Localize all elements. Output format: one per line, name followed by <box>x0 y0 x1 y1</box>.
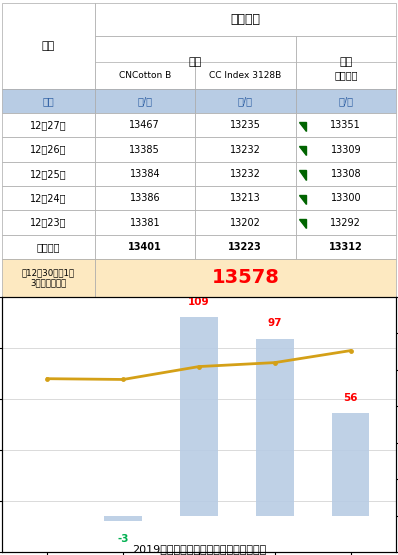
Text: CNCotton B: CNCotton B <box>119 71 171 80</box>
Bar <box>95 210 195 235</box>
Text: 13309: 13309 <box>330 144 361 154</box>
Bar <box>332 413 369 516</box>
Text: 12月27日: 12月27日 <box>30 120 66 130</box>
Bar <box>195 89 296 113</box>
Text: 13467: 13467 <box>129 120 160 130</box>
Bar <box>195 235 296 259</box>
Bar <box>95 62 195 89</box>
Polygon shape <box>298 219 306 228</box>
Bar <box>296 162 396 186</box>
Text: 13401: 13401 <box>128 242 162 252</box>
Bar <box>296 36 396 89</box>
Polygon shape <box>298 122 306 131</box>
Bar <box>296 235 396 259</box>
Bar <box>2 259 95 297</box>
Bar <box>95 259 396 297</box>
Bar <box>195 162 296 186</box>
Bar <box>296 113 396 138</box>
Text: 13381: 13381 <box>129 218 160 228</box>
Bar <box>256 339 294 516</box>
Text: CC Index 3128B: CC Index 3128B <box>209 71 281 80</box>
Bar <box>2 3 95 89</box>
Bar <box>95 113 195 138</box>
Text: 均价: 均价 <box>339 57 352 67</box>
Bar <box>296 186 396 210</box>
Bar <box>2 162 95 186</box>
Text: 12月23日: 12月23日 <box>30 218 66 228</box>
Bar <box>195 186 296 210</box>
Polygon shape <box>298 195 306 204</box>
Bar <box>2 210 95 235</box>
Text: 最高限价: 最高限价 <box>230 13 260 26</box>
Text: 2019年度中央储备棉轮入最高限价走势图: 2019年度中央储备棉轮入最高限价走势图 <box>132 544 266 554</box>
Bar <box>104 516 142 521</box>
Bar <box>2 89 95 113</box>
Bar <box>2 186 95 210</box>
Bar <box>195 62 296 89</box>
Text: 元/吨: 元/吨 <box>338 96 353 106</box>
Bar <box>296 138 396 162</box>
Text: 13385: 13385 <box>129 144 160 154</box>
Bar <box>195 210 296 235</box>
Bar <box>95 36 296 89</box>
Text: 97: 97 <box>267 319 282 329</box>
Bar <box>95 162 195 186</box>
Text: 13292: 13292 <box>330 218 361 228</box>
Text: 13235: 13235 <box>230 120 261 130</box>
Text: 56: 56 <box>343 393 358 403</box>
Bar <box>296 210 396 235</box>
Text: -3: -3 <box>117 534 129 544</box>
Text: 13213: 13213 <box>230 193 261 203</box>
Text: 日期: 日期 <box>42 41 55 51</box>
Text: 单位: 单位 <box>43 96 54 106</box>
Bar <box>2 113 95 138</box>
Polygon shape <box>298 170 306 179</box>
Text: 13300: 13300 <box>330 193 361 203</box>
Text: 13308: 13308 <box>330 169 361 179</box>
Text: 13351: 13351 <box>330 120 361 130</box>
Text: 13384: 13384 <box>129 169 160 179</box>
Text: 两者均值: 两者均值 <box>334 70 357 80</box>
Bar <box>180 317 218 516</box>
Bar <box>2 138 95 162</box>
Text: （12月30日－1月
3日）最高限价: （12月30日－1月 3日）最高限价 <box>22 268 75 287</box>
Text: 13232: 13232 <box>230 144 261 154</box>
Text: 13223: 13223 <box>228 242 262 252</box>
Text: 元/吨: 元/吨 <box>137 96 152 106</box>
Text: 109: 109 <box>188 296 210 306</box>
Bar <box>95 235 195 259</box>
Text: 13232: 13232 <box>230 169 261 179</box>
Bar <box>296 62 396 89</box>
Bar <box>95 89 195 113</box>
Text: 当周均价: 当周均价 <box>37 242 60 252</box>
Text: 12月24日: 12月24日 <box>30 193 66 203</box>
Text: 12月26日: 12月26日 <box>30 144 66 154</box>
Text: 13202: 13202 <box>230 218 261 228</box>
Text: 12月25日: 12月25日 <box>30 169 66 179</box>
Polygon shape <box>298 146 306 155</box>
Bar <box>95 3 396 36</box>
Bar <box>195 138 296 162</box>
Bar <box>296 89 396 113</box>
Bar <box>95 186 195 210</box>
Bar <box>2 235 95 259</box>
Text: 13386: 13386 <box>129 193 160 203</box>
Text: 13312: 13312 <box>329 242 363 252</box>
Text: 13578: 13578 <box>211 269 279 287</box>
Bar <box>95 138 195 162</box>
Text: 报价: 报价 <box>188 57 202 67</box>
Bar <box>195 113 296 138</box>
Text: 元/吨: 元/吨 <box>238 96 253 106</box>
